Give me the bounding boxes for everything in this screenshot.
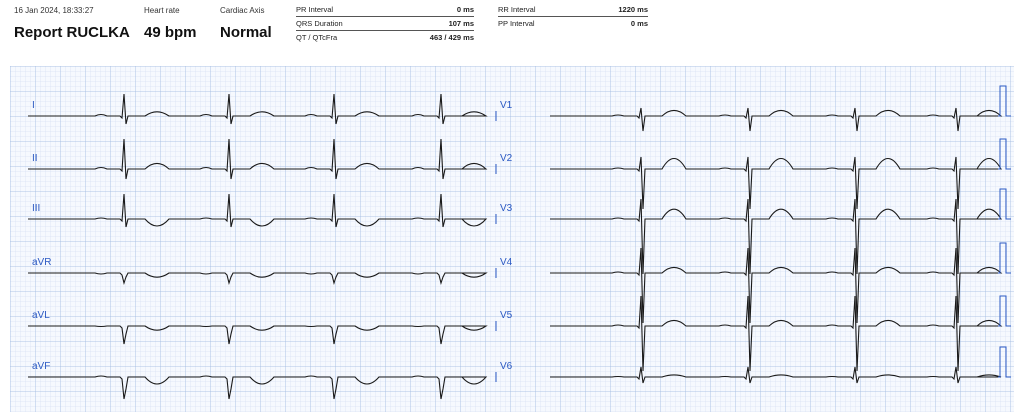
lead-trace (550, 156, 1002, 210)
qrs-duration-label: QRS Duration (296, 19, 343, 28)
qt-qtc-row: QT / QTcFra 463 / 429 ms (296, 32, 474, 44)
calibration-pulse (998, 242, 1011, 274)
qt-qtc-value: 463 / 429 ms (429, 33, 474, 42)
lead-trace (550, 247, 1003, 324)
lead-label: aVL (32, 310, 50, 321)
lead-label: V3 (500, 203, 513, 214)
lead-trace (550, 366, 1002, 384)
report-title: Report RUCLKA (14, 24, 130, 41)
qrs-duration-value: 107 ms (448, 19, 474, 28)
lead-labels: I V1 II V2 III V3 aVR V4 aVL V5 aVF V6 (32, 100, 513, 372)
lead-trace (550, 107, 1003, 132)
lead-label: V2 (500, 153, 513, 164)
pp-interval-value: 0 ms (630, 19, 648, 28)
rr-interval-label: RR Interval (498, 5, 536, 14)
pp-interval-row: PP Interval 0 ms (498, 18, 648, 30)
report-datetime: 16 Jan 2024, 18:33:27 (14, 6, 94, 15)
lead-label: aVF (32, 361, 50, 372)
report-info: 16 Jan 2024, 18:33:27 Report RUCLKA (14, 6, 130, 41)
lead-label: aVR (32, 257, 51, 268)
lead-label: V1 (500, 100, 513, 111)
lead-trace (28, 325, 488, 345)
cardiac-axis-value: Normal (220, 24, 272, 41)
qrs-duration-row: QRS Duration 107 ms (296, 18, 474, 31)
lead-trace (28, 193, 488, 228)
calibration-pulse (998, 138, 1011, 170)
lead-trace (28, 375, 488, 400)
lead-label: V5 (500, 310, 513, 321)
ecg-grid: I V1 II V2 III V3 aVR V4 aVL V5 aVF V6 (10, 66, 1014, 412)
lead-label: II (32, 153, 38, 164)
lead-trace (28, 93, 488, 125)
lead-trace (28, 138, 488, 180)
ecg-traces (28, 93, 1003, 400)
calibration-pulse (998, 188, 1011, 220)
pr-interval-value: 0 ms (456, 5, 474, 14)
calibration-pulse (998, 295, 1011, 327)
qt-qtc-label: QT / QTcFra (296, 33, 338, 42)
lead-label: I (32, 100, 35, 111)
lead-label: V6 (500, 361, 513, 372)
lead-trace (550, 198, 1002, 275)
heart-rate-value: 49 bpm (144, 24, 197, 41)
rr-interval-row: RR Interval 1220 ms (498, 4, 648, 17)
calibration-pulse (998, 85, 1011, 117)
pr-interval-row: PR Interval 0 ms (296, 4, 474, 17)
report-header: 16 Jan 2024, 18:33:27 Report RUCLKA Hear… (0, 0, 1024, 60)
cardiac-axis-block: Cardiac Axis Normal (220, 6, 272, 41)
heart-rate-label: Heart rate (144, 6, 180, 15)
lead-trace (28, 272, 488, 285)
cardiac-axis-label: Cardiac Axis (220, 6, 265, 15)
rr-interval-value: 1220 ms (618, 5, 648, 14)
pp-interval-label: PP Interval (498, 19, 535, 28)
calibration-pulse (998, 346, 1011, 378)
lead-trace (550, 295, 1003, 372)
pr-interval-label: PR Interval (296, 5, 334, 14)
heart-rate-block: Heart rate 49 bpm (144, 6, 197, 41)
lead-label: III (32, 203, 40, 214)
calibration-pulses (998, 85, 1011, 378)
lead-label: V4 (500, 257, 513, 268)
